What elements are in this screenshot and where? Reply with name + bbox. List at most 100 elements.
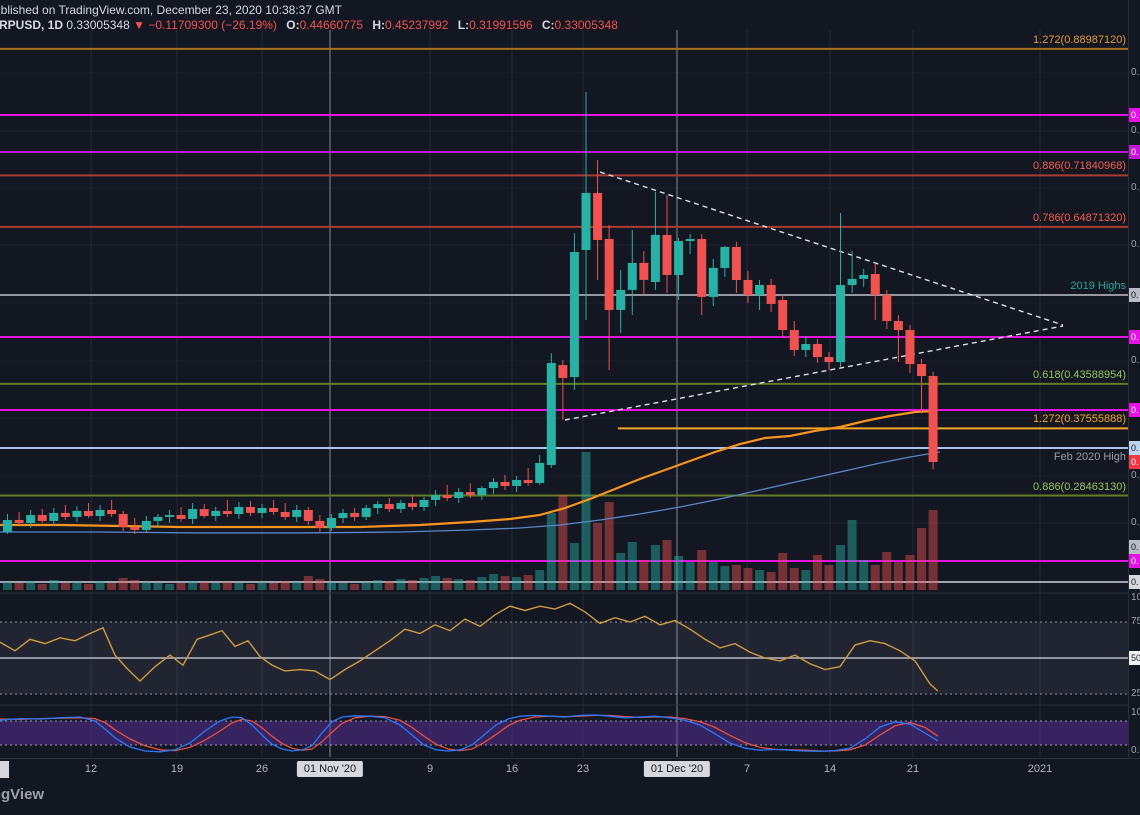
candle bbox=[269, 508, 279, 513]
stoch-k-line bbox=[0, 714, 939, 753]
level-label: 2019 Highs bbox=[1070, 280, 1126, 293]
candle bbox=[26, 515, 36, 523]
candle bbox=[419, 499, 429, 507]
volume-bar bbox=[107, 583, 117, 590]
volume-bar bbox=[37, 584, 47, 590]
candle bbox=[442, 495, 452, 498]
candle bbox=[882, 295, 892, 322]
volume-bar bbox=[60, 583, 70, 590]
candle bbox=[153, 516, 163, 521]
close-value: 0.33005348 bbox=[554, 18, 618, 32]
candle bbox=[350, 512, 360, 517]
candle bbox=[928, 375, 938, 462]
candle bbox=[604, 238, 614, 310]
tradingview-watermark[interactable]: TradingView bbox=[0, 786, 45, 803]
close-label: C: bbox=[541, 18, 555, 32]
candle bbox=[107, 510, 117, 514]
volume-bar bbox=[83, 584, 93, 590]
chart-pane[interactable] bbox=[0, 0, 1140, 758]
time-axis-tick: 19 bbox=[170, 763, 184, 775]
low-label: L: bbox=[457, 18, 470, 32]
candle bbox=[292, 510, 302, 517]
volume-bar bbox=[442, 578, 452, 590]
level-label: 0.886(0.71840968) bbox=[1033, 160, 1126, 173]
time-axis-edge-label bbox=[0, 761, 9, 778]
candle bbox=[905, 330, 915, 365]
candle bbox=[176, 515, 186, 519]
candle bbox=[812, 344, 822, 358]
axis-price-box: 0. bbox=[1129, 441, 1140, 456]
candle bbox=[384, 504, 394, 509]
volume-bar bbox=[338, 583, 348, 590]
candle bbox=[477, 488, 487, 496]
candle bbox=[546, 362, 556, 465]
volume-bar bbox=[593, 523, 603, 590]
candle bbox=[164, 515, 174, 517]
candle bbox=[859, 274, 869, 279]
candle bbox=[500, 481, 510, 487]
time-axis-tick: 12 bbox=[84, 763, 98, 775]
volume-bar bbox=[3, 582, 12, 590]
time-axis-tick: 9 bbox=[426, 763, 434, 775]
ma-fast-line bbox=[0, 409, 936, 529]
volume-bar bbox=[812, 555, 822, 590]
candle bbox=[523, 479, 533, 483]
volume-bar bbox=[26, 581, 36, 590]
volume-bar bbox=[674, 556, 684, 590]
volume-bar bbox=[639, 560, 649, 590]
level-label: 1.272(0.37555888) bbox=[1033, 413, 1126, 426]
candle bbox=[720, 246, 730, 268]
candle bbox=[743, 279, 753, 295]
volume-bar bbox=[222, 582, 232, 590]
trendline-dashed[interactable] bbox=[599, 171, 1064, 326]
volume-bar bbox=[396, 579, 406, 590]
time-axis-month-box: 01 Nov '20 bbox=[296, 761, 364, 777]
time-axis-tick: 7 bbox=[743, 763, 751, 775]
volume-bar bbox=[373, 580, 383, 590]
volume-bar bbox=[419, 578, 429, 590]
price-axis[interactable]: 0.0.0.0.0.0.0.0.0.0.0.0.0.0.0.0.0.100752… bbox=[1128, 0, 1140, 758]
volume-bar bbox=[546, 513, 556, 590]
time-axis-tick: 2021 bbox=[1027, 763, 1053, 775]
volume-bar bbox=[292, 582, 302, 590]
candle bbox=[234, 506, 244, 514]
axis-label: 25 bbox=[1131, 688, 1140, 699]
rsi-line bbox=[0, 602, 939, 692]
candle bbox=[303, 510, 313, 521]
symbol-title[interactable]: XRPUSD, 1D bbox=[0, 18, 64, 32]
volume-bar bbox=[141, 582, 151, 590]
axis-label: 0.00 bbox=[1131, 745, 1140, 756]
volume-bar bbox=[697, 550, 707, 590]
time-axis-tick: 23 bbox=[576, 763, 590, 775]
volume-bar bbox=[512, 577, 522, 590]
volume-bar bbox=[269, 583, 279, 590]
candle bbox=[558, 364, 568, 378]
stoch-band bbox=[0, 721, 1128, 745]
volume-bar bbox=[199, 582, 209, 590]
volume-bar bbox=[153, 583, 163, 590]
candle bbox=[49, 512, 59, 521]
axis-label: 0. bbox=[1131, 239, 1140, 250]
candle bbox=[60, 512, 70, 517]
time-axis[interactable]: 12 19 26 01 Nov '20 9 16 23 01 Dec '20 7 14 21 2021 bbox=[0, 758, 1140, 782]
axis-price-box: 0. bbox=[1129, 108, 1140, 123]
volume-bar bbox=[454, 579, 464, 590]
candle bbox=[37, 515, 47, 521]
volume-bar bbox=[650, 545, 660, 590]
low-value: 0.31991596 bbox=[469, 18, 533, 32]
price-change: −0.11709300 (−26.19%) bbox=[148, 18, 277, 32]
trendline-dashed[interactable] bbox=[564, 325, 1064, 421]
volume-bar bbox=[95, 581, 105, 590]
volume-bar bbox=[604, 502, 614, 590]
axis-label: 0. bbox=[1131, 182, 1140, 193]
volume-bar bbox=[616, 553, 626, 590]
axis-label: 0. bbox=[1131, 517, 1140, 528]
axis-price-box: 0. bbox=[1129, 288, 1140, 303]
candle bbox=[778, 300, 788, 331]
candle bbox=[83, 510, 93, 516]
volume-bar bbox=[523, 575, 533, 590]
volume-bar bbox=[870, 565, 880, 590]
candle bbox=[893, 321, 903, 331]
candle bbox=[708, 267, 718, 297]
